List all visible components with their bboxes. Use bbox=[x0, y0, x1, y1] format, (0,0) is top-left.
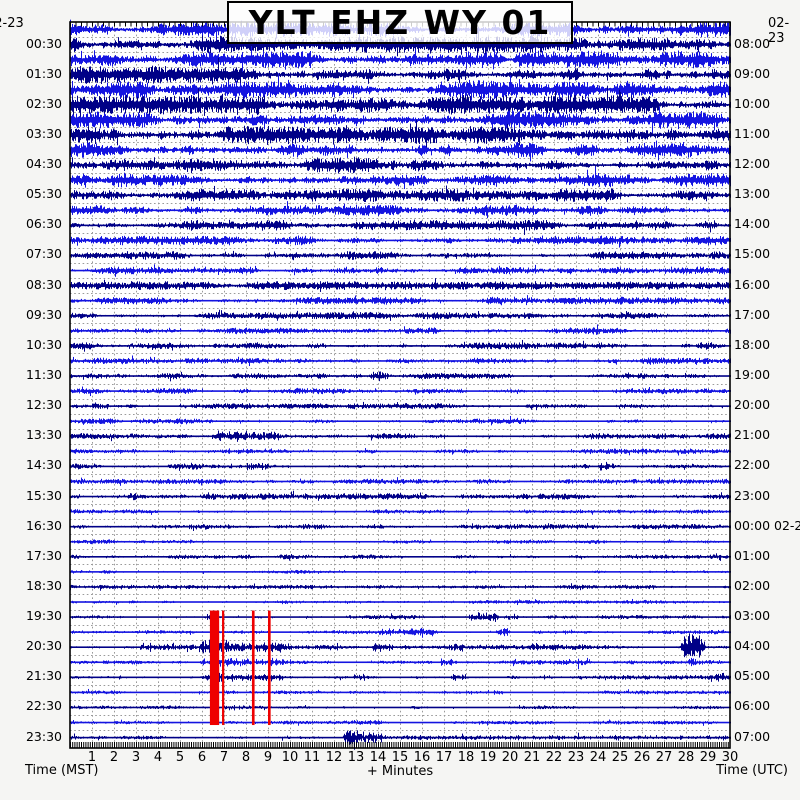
utc-time-label: 20:00 bbox=[734, 397, 771, 413]
minute-tick-label: 9 bbox=[263, 750, 273, 765]
minute-tick-label: 4 bbox=[153, 750, 163, 765]
utc-time-label: 23:00 bbox=[734, 487, 771, 503]
minute-tick-label: 23 bbox=[567, 750, 585, 765]
utc-time-label: 02:00 bbox=[734, 577, 771, 593]
utc-time-label: 06:00 bbox=[734, 698, 771, 714]
minute-tick-label: 13 bbox=[347, 750, 365, 765]
minute-tick-label: 25 bbox=[611, 750, 629, 765]
minute-tick-label: 6 bbox=[197, 750, 207, 765]
right-axis-title: Time (UTC) bbox=[716, 763, 788, 778]
mst-time-label: 13:30 bbox=[25, 427, 62, 443]
mst-time-label: 03:30 bbox=[25, 125, 62, 141]
mst-time-label: 19:30 bbox=[25, 608, 62, 624]
mst-time-label: 02:30 bbox=[25, 95, 62, 111]
utc-time-label: 09:00 bbox=[734, 65, 771, 81]
minute-tick-label: 15 bbox=[391, 750, 409, 765]
utc-time-label: 12:00 bbox=[734, 156, 771, 172]
minute-tick-label: 5 bbox=[175, 750, 185, 765]
station-title: YLT EHZ WY 01 bbox=[248, 3, 552, 42]
minute-tick-label: 18 bbox=[457, 750, 475, 765]
minute-tick-label: 3 bbox=[131, 750, 141, 765]
station-title-box: YLT EHZ WY 01 bbox=[227, 1, 573, 44]
utc-time-label: 05:00 bbox=[734, 668, 771, 684]
mst-time-label: 10:30 bbox=[25, 336, 62, 352]
utc-time-label: 04:00 bbox=[734, 638, 771, 654]
utc-time-label: 22:00 bbox=[734, 457, 771, 473]
mst-time-label: 09:30 bbox=[25, 306, 62, 322]
minute-tick-label: 29 bbox=[699, 750, 717, 765]
minute-tick-label: 1 bbox=[87, 750, 97, 765]
left-axis-title: Time (MST) bbox=[25, 763, 99, 778]
date-label-utc: 02-23 bbox=[768, 16, 790, 46]
mst-time-label: 14:30 bbox=[25, 457, 62, 473]
minute-tick-label: 11 bbox=[303, 750, 321, 765]
minute-tick-label: 27 bbox=[655, 750, 673, 765]
utc-time-label: 17:00 bbox=[734, 306, 771, 322]
utc-time-label: 10:00 bbox=[734, 95, 771, 111]
minute-tick-label: 2 bbox=[109, 750, 119, 765]
utc-time-label: 07:00 bbox=[734, 728, 771, 744]
minute-tick-label: 10 bbox=[281, 750, 299, 765]
utc-time-label: 19:00 bbox=[734, 367, 771, 383]
minute-tick-label: 30 bbox=[721, 750, 739, 765]
minute-tick-label: 20 bbox=[501, 750, 519, 765]
utc-time-label: 00:00 02-24 bbox=[734, 517, 800, 533]
utc-time-label: 14:00 bbox=[734, 216, 771, 232]
utc-time-label: 11:00 bbox=[734, 125, 771, 141]
minute-tick-label: 22 bbox=[545, 750, 563, 765]
x-axis-title: + Minutes bbox=[366, 764, 434, 779]
minute-tick-label: 14 bbox=[369, 750, 387, 765]
mst-time-label: 22:30 bbox=[25, 698, 62, 714]
mst-time-label: 11:30 bbox=[25, 367, 62, 383]
utc-time-label: 16:00 bbox=[734, 276, 771, 292]
mst-time-label: 16:30 bbox=[25, 517, 62, 533]
minute-tick-label: 28 bbox=[677, 750, 695, 765]
minute-tick-label: 19 bbox=[479, 750, 497, 765]
minute-tick-label: 16 bbox=[413, 750, 431, 765]
mst-time-label: 23:30 bbox=[25, 728, 62, 744]
mst-time-label: 15:30 bbox=[25, 487, 62, 503]
minute-tick-label: 8 bbox=[241, 750, 251, 765]
mst-time-label: 18:30 bbox=[25, 577, 62, 593]
mst-time-label: 17:30 bbox=[25, 547, 62, 563]
minute-tick-label: 7 bbox=[219, 750, 229, 765]
date-label-mst: 02-23 bbox=[0, 16, 24, 31]
mst-time-label: 01:30 bbox=[25, 65, 62, 81]
utc-time-label: 01:00 bbox=[734, 547, 771, 563]
mst-time-label: 12:30 bbox=[25, 397, 62, 413]
utc-time-label: 03:00 bbox=[734, 608, 771, 624]
utc-time-label: 08:00 bbox=[734, 35, 771, 51]
utc-time-label: 18:00 bbox=[734, 336, 771, 352]
utc-time-label: 15:00 bbox=[734, 246, 771, 262]
minute-tick-label: 26 bbox=[633, 750, 651, 765]
mst-time-label: 21:30 bbox=[25, 668, 62, 684]
utc-time-label: 13:00 bbox=[734, 186, 771, 202]
minute-tick-label: 17 bbox=[435, 750, 453, 765]
minute-tick-label: 24 bbox=[589, 750, 607, 765]
mst-time-label: 00:30 bbox=[25, 35, 62, 51]
minute-tick-label: 21 bbox=[523, 750, 541, 765]
mst-time-label: 05:30 bbox=[25, 186, 62, 202]
mst-time-label: 08:30 bbox=[25, 276, 62, 292]
mst-time-label: 04:30 bbox=[25, 156, 62, 172]
mst-time-label: 06:30 bbox=[25, 216, 62, 232]
mst-time-label: 07:30 bbox=[25, 246, 62, 262]
minute-tick-label: 12 bbox=[325, 750, 343, 765]
utc-time-label: 21:00 bbox=[734, 427, 771, 443]
mst-time-label: 20:30 bbox=[25, 638, 62, 654]
